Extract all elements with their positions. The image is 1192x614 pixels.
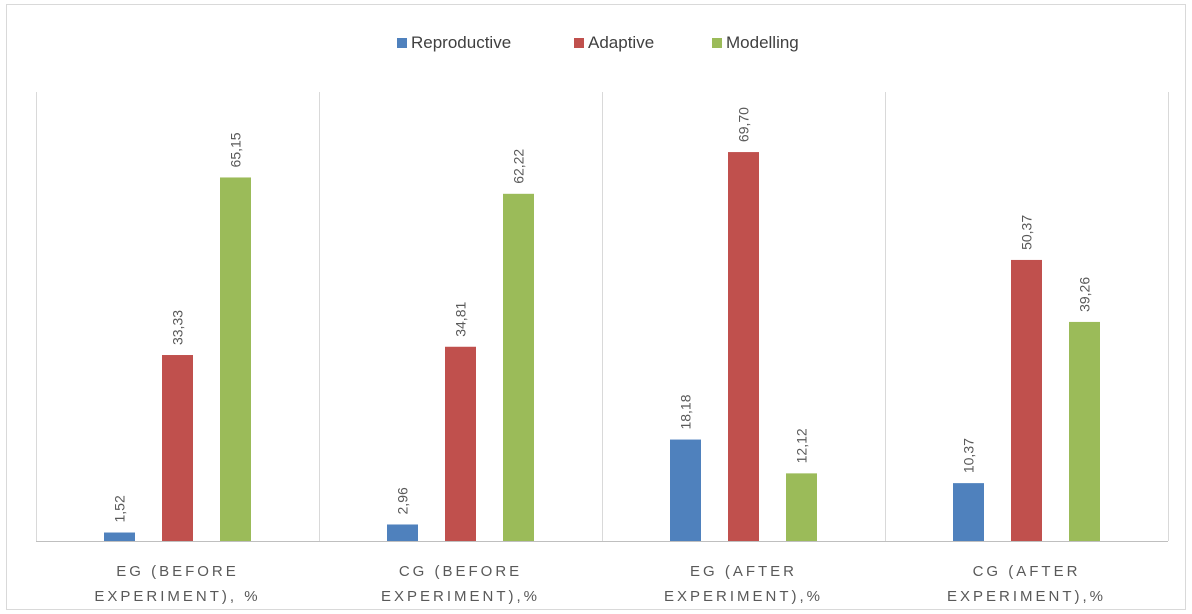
bar-modelling	[1069, 321, 1100, 541]
bar-adaptive	[162, 355, 193, 541]
legend-label-adaptive: Adaptive	[588, 33, 654, 52]
x-tick-label: EXPERIMENT),%	[947, 588, 1106, 605]
data-label: 18,18	[678, 394, 694, 429]
bar-adaptive	[445, 346, 476, 541]
data-label: 50,37	[1019, 215, 1035, 250]
bar-modelling	[220, 177, 251, 541]
x-tick-label: EXPERIMENT), %	[94, 588, 260, 605]
data-label: 2,96	[395, 487, 411, 514]
chart-frame	[6, 4, 1186, 610]
x-tick-labels: EG (BEFORE EXPERIMENT), % CG (BEFORE EXPERI…	[94, 563, 1106, 605]
bar-modelling	[503, 193, 534, 542]
data-label: 69,70	[736, 107, 752, 142]
bars	[104, 152, 1100, 542]
legend-swatch-reproductive	[397, 38, 407, 48]
x-tick-label: EG (AFTER	[690, 563, 797, 580]
bar-modelling	[786, 473, 817, 541]
bar-reproductive	[104, 532, 135, 541]
bar-adaptive	[728, 152, 759, 541]
x-tick-label: EG (BEFORE	[116, 563, 239, 580]
data-label: 39,26	[1077, 277, 1093, 312]
data-label: 33,33	[170, 310, 186, 345]
data-label: 62,22	[511, 149, 527, 184]
bar-reproductive	[670, 439, 701, 541]
bar-reproductive	[387, 524, 418, 541]
x-tick-label: EXPERIMENT),%	[664, 588, 823, 605]
data-labels: 1,52 33,33 65,15 2,96 34,81 62,22 18,18 69,70 12…	[112, 107, 1093, 523]
legend-swatch-modelling	[712, 38, 722, 48]
data-label: 65,15	[228, 132, 244, 167]
data-label: 34,81	[453, 302, 469, 337]
data-label: 1,52	[112, 495, 128, 522]
category-separators	[36, 92, 1169, 541]
x-tick-label: CG (AFTER	[973, 563, 1081, 580]
data-label: 12,12	[794, 428, 810, 463]
legend-label-modelling: Modelling	[726, 33, 799, 52]
legend-label-reproductive: Reproductive	[411, 33, 511, 52]
bar-adaptive	[1011, 259, 1042, 541]
bar-reproductive	[953, 483, 984, 541]
x-tick-label: EXPERIMENT),%	[381, 588, 540, 605]
legend-swatch-adaptive	[574, 38, 584, 48]
x-tick-label: CG (BEFORE	[399, 563, 522, 580]
data-label: 10,37	[961, 438, 977, 473]
legend: Reproductive Adaptive Modelling	[397, 33, 799, 52]
